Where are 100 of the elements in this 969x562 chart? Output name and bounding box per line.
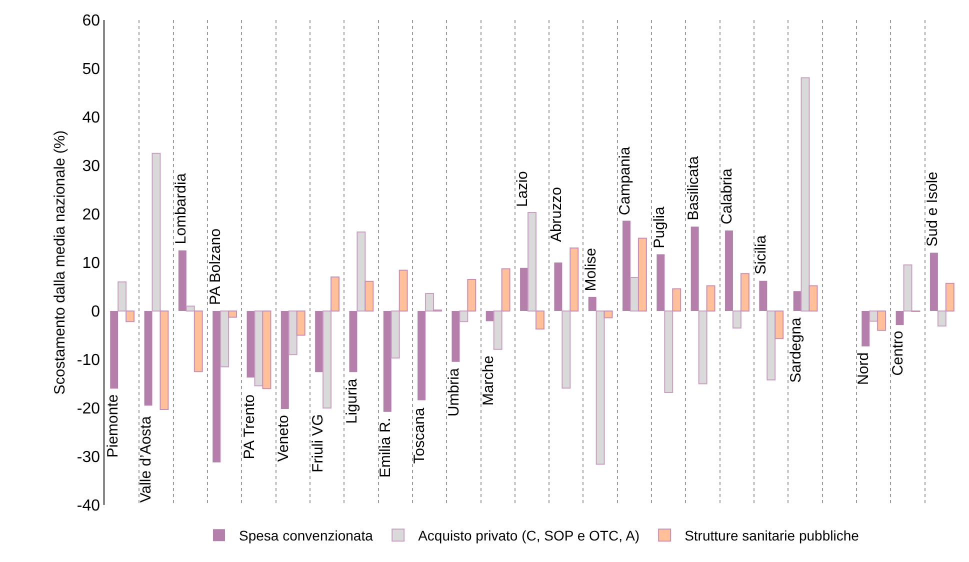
x-tick-label: Sardegna — [788, 317, 805, 383]
bar — [930, 252, 938, 311]
bar — [656, 254, 665, 311]
bar — [390, 310, 400, 359]
bar — [740, 273, 750, 312]
bar — [937, 310, 946, 327]
bar — [759, 280, 768, 311]
x-tick-label: Umbria — [446, 368, 463, 417]
bar — [418, 311, 426, 400]
bar — [152, 152, 161, 312]
bar — [570, 247, 579, 312]
bar — [144, 311, 152, 406]
bar — [110, 311, 118, 389]
bar — [862, 311, 870, 346]
bar — [903, 264, 912, 312]
bar — [493, 310, 502, 350]
bar — [706, 285, 716, 312]
bar — [194, 310, 203, 372]
bar — [349, 311, 358, 372]
bar — [690, 226, 699, 311]
bar — [664, 310, 674, 393]
bar — [877, 310, 886, 331]
bar — [186, 306, 195, 312]
bar — [364, 280, 374, 312]
bar — [896, 311, 904, 326]
bar — [604, 310, 613, 318]
y-tick-label: 20 — [82, 206, 100, 224]
y-tick-label: 10 — [82, 255, 100, 272]
bar — [800, 77, 810, 312]
x-tick-label: Centro — [890, 330, 907, 376]
bar — [638, 238, 647, 312]
bar — [220, 310, 230, 368]
x-tick-label: Friuli VG — [309, 414, 326, 472]
bar — [160, 310, 169, 410]
x-tick-label: Calabria — [718, 168, 736, 224]
legend-label: Strutture sanitarie pubbliche — [684, 528, 860, 544]
bar — [425, 293, 434, 312]
bar — [808, 285, 818, 312]
x-tick-label: Lazio — [514, 171, 531, 207]
bar — [398, 270, 408, 312]
bar — [228, 310, 238, 318]
bar — [178, 250, 186, 311]
y-tick-label: -10 — [76, 352, 100, 370]
x-tick-label: Lombardia — [172, 172, 190, 244]
bar — [288, 310, 298, 356]
x-tick-label: Abruzzo — [548, 187, 566, 242]
bar — [452, 311, 460, 362]
x-tick-label: PA Trento — [241, 394, 258, 460]
bar — [330, 276, 340, 312]
y-tick-label: 40 — [82, 110, 100, 127]
x-tick-label: Piemonte — [104, 394, 122, 458]
bar — [126, 310, 135, 322]
bar — [562, 310, 571, 389]
x-tick-label: Veneto — [274, 415, 292, 462]
bar — [296, 310, 306, 336]
bar — [520, 268, 528, 311]
legend-label: Spesa convenzionata — [239, 528, 374, 544]
x-tick-label: Molise — [582, 248, 600, 292]
bar — [725, 230, 733, 311]
y-tick-label: 50 — [82, 61, 100, 78]
bar — [622, 220, 630, 311]
y-axis-title: Scostamento dalla media nazionale (%) — [52, 130, 68, 395]
x-tick-label: Toscana — [411, 407, 428, 464]
bar — [501, 268, 510, 312]
bar — [672, 288, 682, 312]
bar — [486, 311, 494, 322]
x-tick-label: Marche — [480, 356, 497, 406]
x-tick-label: PA Bolzano — [207, 228, 224, 305]
bar — [766, 310, 776, 380]
bar — [356, 231, 366, 312]
x-tick-label: Basilicata — [685, 155, 702, 220]
bar — [528, 212, 536, 312]
bar — [698, 310, 708, 384]
x-tick-label: Sud e Isole — [924, 172, 942, 247]
bar — [588, 296, 596, 311]
bar — [596, 310, 605, 465]
x-tick-label: Liguria — [344, 378, 361, 424]
x-tick-label: Emilia R. — [376, 418, 394, 478]
bar — [732, 310, 742, 328]
y-tick-label: -40 — [76, 498, 100, 515]
bar — [212, 311, 221, 462]
bar — [280, 311, 289, 409]
bar — [459, 310, 468, 322]
bar — [315, 311, 324, 372]
x-tick-label: Sicilia — [752, 234, 770, 274]
x-tick-label: Nord — [855, 352, 872, 385]
y-tick-label: -20 — [76, 400, 100, 418]
y-tick-label: 30 — [82, 158, 100, 176]
y-tick-label: -30 — [76, 449, 100, 466]
legend-label: Acquisto privato (C, SOP e OTC, A) — [418, 528, 640, 544]
y-tick-label: 0 — [91, 304, 100, 321]
bar — [945, 282, 954, 312]
y-tick-label: 60 — [82, 12, 100, 30]
bar — [322, 310, 332, 408]
x-tick-label: Valle d’Aosta — [138, 416, 155, 503]
bar — [118, 281, 127, 312]
bar — [262, 310, 272, 390]
bar — [467, 278, 476, 312]
x-tick-label: Campania — [616, 146, 634, 216]
bar — [383, 311, 392, 412]
